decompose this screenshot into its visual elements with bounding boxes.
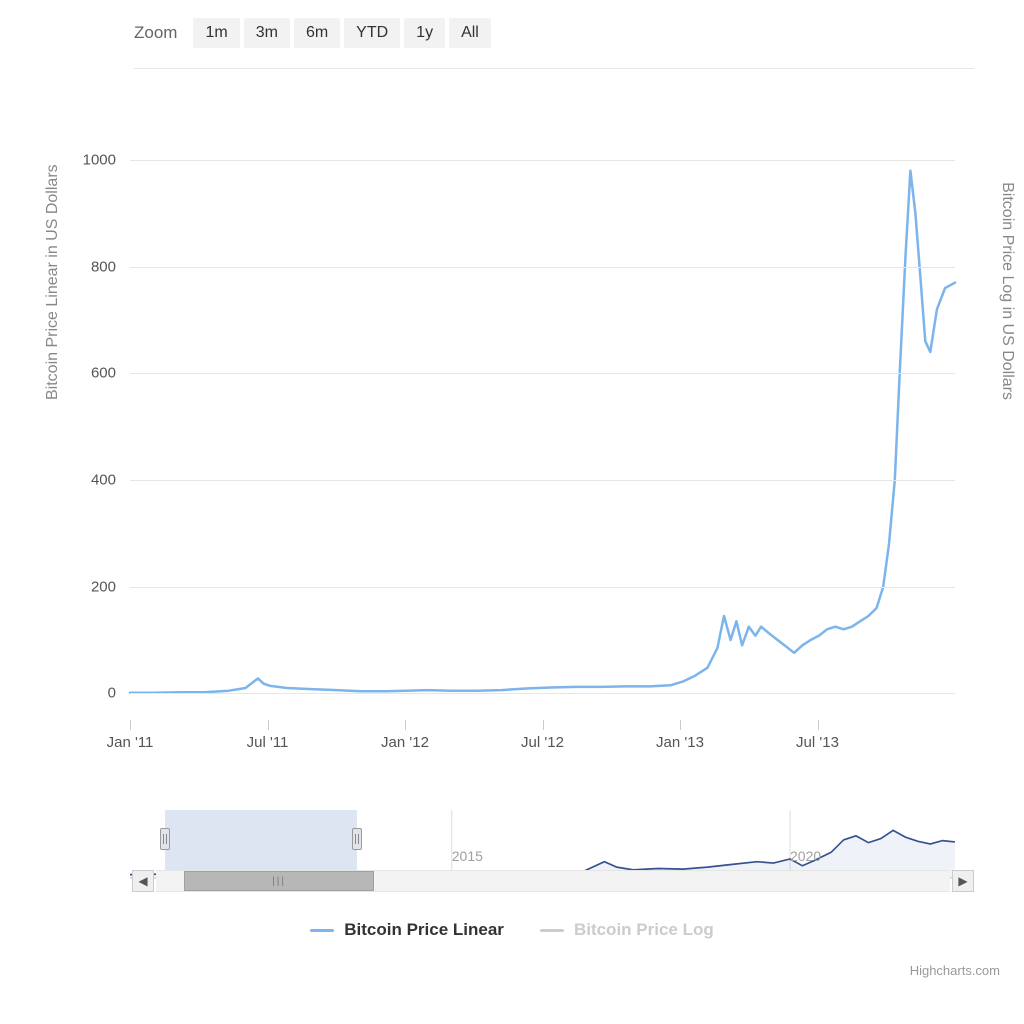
y-tick-label: 400 bbox=[91, 472, 116, 489]
x-tick bbox=[818, 720, 819, 730]
price-series-line bbox=[130, 160, 955, 720]
range-navigator[interactable]: 2015 2020 bbox=[130, 810, 955, 878]
gridline bbox=[130, 587, 955, 588]
zoom-button-1y[interactable]: 1y bbox=[404, 18, 445, 48]
zoom-button-all[interactable]: All bbox=[449, 18, 491, 48]
navigator-x-label: 2015 bbox=[452, 848, 483, 864]
zoom-button-3m[interactable]: 3m bbox=[244, 18, 290, 48]
y-tick-label: 800 bbox=[91, 258, 116, 275]
y-tick-label: 200 bbox=[91, 578, 116, 595]
y-tick-label: 1000 bbox=[83, 152, 116, 169]
x-tick-label: Jul '12 bbox=[521, 734, 564, 751]
chart-legend: Bitcoin Price Linear Bitcoin Price Log bbox=[0, 920, 1024, 940]
legend-item[interactable]: Bitcoin Price Linear bbox=[310, 920, 504, 940]
zoom-label: Zoom bbox=[134, 23, 177, 43]
scroll-left-button[interactable]: ◀ bbox=[132, 870, 154, 892]
zoom-button-6m[interactable]: 6m bbox=[294, 18, 340, 48]
zoom-button-ytd[interactable]: YTD bbox=[344, 18, 400, 48]
scroll-track[interactable] bbox=[156, 870, 950, 892]
navigator-handle-left[interactable] bbox=[160, 828, 170, 850]
legend-label: Bitcoin Price Log bbox=[574, 920, 714, 940]
scroll-thumb[interactable] bbox=[184, 871, 375, 891]
x-tick bbox=[268, 720, 269, 730]
gridline bbox=[130, 480, 955, 481]
y-axis-title-left: Bitcoin Price Linear in US Dollars bbox=[44, 164, 62, 400]
x-tick-label: Jul '11 bbox=[247, 734, 289, 751]
navigator-handle-right[interactable] bbox=[352, 828, 362, 850]
highcharts-credits[interactable]: Highcharts.com bbox=[910, 963, 1000, 978]
x-tick-label: Jan '13 bbox=[656, 734, 704, 751]
x-tick-label: Jan '11 bbox=[107, 734, 154, 751]
navigator-x-label: 2020 bbox=[790, 848, 821, 864]
legend-label: Bitcoin Price Linear bbox=[344, 920, 504, 940]
legend-swatch bbox=[310, 929, 334, 932]
zoom-button-1m[interactable]: 1m bbox=[193, 18, 239, 48]
x-tick bbox=[130, 720, 131, 730]
chart-plot-area[interactable]: 02004006008001000Jan '11Jul '11Jan '12Ju… bbox=[130, 160, 955, 720]
x-tick bbox=[543, 720, 544, 730]
y-tick-label: 0 bbox=[108, 685, 116, 702]
legend-swatch bbox=[540, 929, 564, 932]
y-tick-label: 600 bbox=[91, 365, 116, 382]
scroll-right-button[interactable]: ▶ bbox=[952, 870, 974, 892]
x-tick bbox=[405, 720, 406, 730]
x-tick bbox=[680, 720, 681, 730]
gridline bbox=[130, 267, 955, 268]
gridline bbox=[130, 160, 955, 161]
zoom-toolbar: Zoom 1m3m6mYTD1yAll bbox=[134, 18, 491, 48]
gridline bbox=[130, 693, 955, 694]
y-axis-title-right: Bitcoin Price Log in US Dollars bbox=[998, 182, 1016, 400]
legend-item[interactable]: Bitcoin Price Log bbox=[540, 920, 714, 940]
gridline bbox=[130, 373, 955, 374]
toolbar-divider bbox=[134, 68, 974, 69]
x-tick-label: Jan '12 bbox=[381, 734, 429, 751]
x-tick-label: Jul '13 bbox=[796, 734, 839, 751]
navigator-selection[interactable] bbox=[165, 810, 357, 870]
